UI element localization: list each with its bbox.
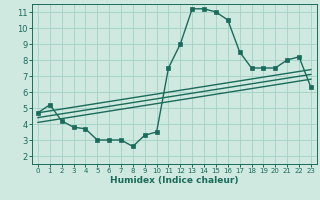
X-axis label: Humidex (Indice chaleur): Humidex (Indice chaleur) xyxy=(110,176,239,185)
